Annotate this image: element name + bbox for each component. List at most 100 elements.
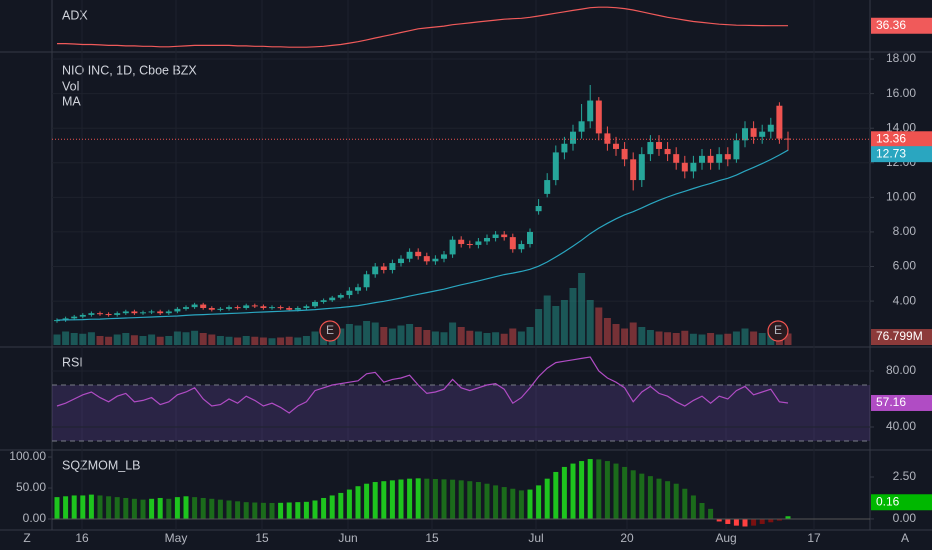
momentum-bar — [708, 508, 714, 519]
candle-body — [234, 307, 241, 309]
volume-bar — [285, 336, 293, 345]
momentum-bar — [398, 479, 404, 519]
candle-body — [286, 308, 293, 310]
volume-bar — [664, 332, 672, 345]
legend-entry: MA — [62, 94, 81, 108]
price-label-box — [871, 494, 932, 511]
volume-bar — [750, 331, 758, 345]
candle-body — [114, 313, 121, 315]
volume-bar — [96, 336, 104, 345]
frame — [0, 0, 932, 531]
momentum-bar — [226, 500, 232, 519]
candle-body — [750, 128, 757, 137]
volume-bar — [294, 337, 302, 345]
candle-body — [423, 256, 430, 262]
volume-bar — [535, 309, 543, 345]
price-label: 12.73 — [876, 146, 906, 160]
y-tick-label: 2.50 — [893, 469, 917, 483]
momentum-bar — [527, 489, 533, 519]
volume-bar — [483, 333, 491, 345]
volume-bar — [724, 333, 732, 345]
momentum-bar — [123, 497, 129, 519]
y-tick-label: 50.00 — [16, 480, 46, 494]
volume-bar — [612, 324, 620, 345]
volume-bar — [173, 331, 181, 345]
volume-bar — [672, 333, 680, 345]
ma-line — [56, 149, 789, 321]
momentum-bar — [321, 497, 327, 519]
momentum-bar — [88, 494, 94, 519]
volume-bar — [191, 330, 199, 345]
candle-body — [561, 143, 568, 153]
corner-button[interactable]: A — [901, 531, 909, 545]
volume-bar — [371, 322, 379, 345]
legend-entry: Vol — [62, 79, 79, 93]
momentum-bar — [149, 498, 155, 519]
y-tick-label: 10.00 — [886, 190, 916, 204]
volume-bar — [586, 300, 594, 345]
candle-body — [312, 301, 318, 307]
pane-title: NIO INC, 1D, Cboe BZX — [62, 63, 197, 77]
volume-bar — [526, 327, 534, 345]
momentum-bar — [536, 485, 542, 519]
candle-body — [690, 162, 697, 172]
volume-bar — [148, 334, 156, 345]
candle-body — [191, 304, 198, 308]
pane-title: ADX — [62, 8, 88, 22]
momentum-bar — [682, 488, 688, 519]
candle-body — [544, 180, 551, 194]
momentum-bar — [407, 478, 413, 519]
momentum-bar — [501, 487, 507, 519]
momentum-bar — [235, 501, 241, 519]
candle-body — [570, 131, 576, 144]
candle-body — [621, 148, 628, 160]
candle-body — [372, 266, 379, 275]
momentum-bar — [329, 495, 335, 519]
momentum-bar — [183, 496, 189, 519]
candle-body — [724, 154, 731, 160]
x-tick-label: Jun — [338, 531, 357, 545]
volume-bar — [629, 322, 637, 345]
momentum-bar — [725, 518, 731, 524]
candle-body — [595, 100, 602, 134]
x-tick-label: 20 — [620, 531, 634, 545]
volume-bar — [354, 325, 362, 345]
volume-bar — [53, 334, 61, 345]
candle-body — [389, 263, 396, 270]
candle-body — [475, 241, 482, 245]
candle-body — [458, 239, 465, 245]
volume-bar — [302, 336, 310, 345]
volume-bar — [122, 333, 130, 345]
momentum-bar — [776, 518, 782, 521]
pane-title: RSI — [62, 355, 83, 369]
candle-body — [105, 314, 112, 316]
momentum-bar — [312, 500, 318, 519]
price-label: 36.36 — [876, 18, 906, 32]
volume-bar — [406, 324, 414, 345]
x-tick-label: 15 — [425, 531, 439, 545]
momentum-bar — [458, 480, 464, 519]
candle-body — [441, 254, 447, 259]
momentum-bar — [295, 502, 301, 519]
volume-bar — [105, 336, 113, 345]
momentum-bar — [389, 480, 395, 519]
volume-bar — [414, 327, 422, 345]
candle-body — [200, 304, 207, 309]
candle-body — [578, 121, 585, 132]
momentum-bar — [80, 495, 86, 519]
momentum-bar — [518, 490, 524, 519]
volume-bar — [242, 336, 250, 345]
volume-bar — [345, 324, 353, 345]
candle-body — [88, 313, 95, 315]
momentum-bar — [260, 502, 266, 519]
volume-bar — [517, 331, 525, 345]
candle-body — [355, 287, 361, 291]
momentum-bar — [381, 481, 387, 519]
momentum-bar — [355, 486, 361, 519]
candle-body — [673, 154, 680, 163]
volume-bar — [397, 325, 405, 345]
candle-body — [527, 231, 533, 245]
corner-button[interactable]: Z — [23, 531, 30, 545]
momentum-bar — [364, 483, 370, 519]
